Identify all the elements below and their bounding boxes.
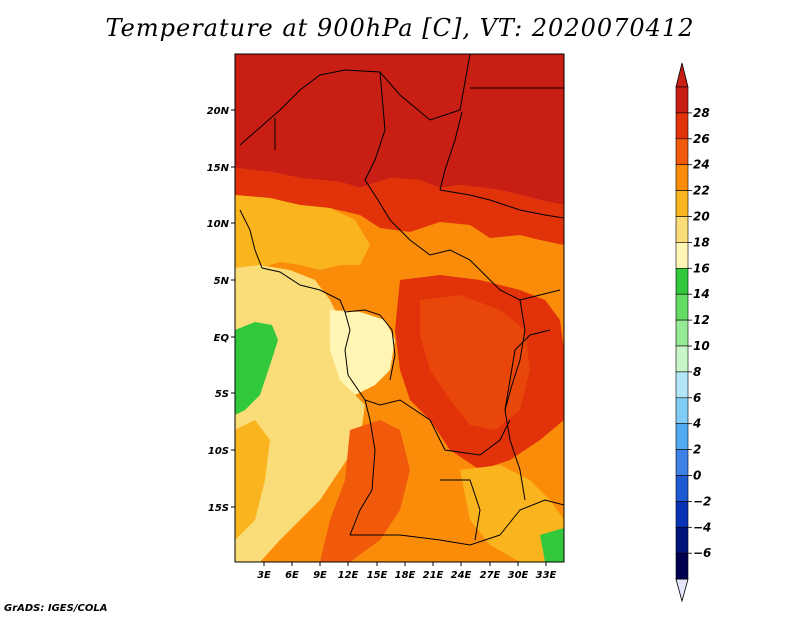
colorbar-label: 6: [693, 391, 701, 405]
lat-label: 15N: [207, 163, 230, 174]
lat-label: 10S: [208, 446, 229, 457]
colorbar-swatch: [675, 190, 689, 217]
lon-label: 24E: [451, 570, 472, 581]
lat-label: 15S: [208, 503, 229, 514]
lat-label: 10N: [207, 219, 230, 230]
colorbar-swatch: [675, 242, 689, 269]
lon-label: 15E: [367, 570, 388, 581]
country-borders: [239, 54, 564, 546]
colorbar-label: 28: [693, 106, 710, 120]
colorbar-swatch: [675, 267, 689, 295]
lon-label: 21E: [423, 570, 444, 581]
colorbar-label: 10: [693, 339, 710, 353]
colorbar-swatch: [675, 345, 689, 373]
temperature-field: [235, 54, 564, 562]
colorbar-label: −4: [693, 520, 711, 534]
colorbar-swatch: [675, 371, 689, 399]
colorbar-label: −2: [693, 494, 711, 508]
lat-label: 5S: [215, 389, 229, 400]
lon-label: 33E: [536, 570, 557, 581]
longitude-axis: 3E 6E 9E 12E 15E 18E 21E 24E 27E 30E 33E: [257, 562, 557, 581]
colorbar-top-arrow: [675, 62, 689, 88]
colorbar-swatch: [675, 475, 689, 502]
colorbar-label: 20: [693, 210, 710, 224]
colorbar-swatch: [675, 216, 689, 243]
lon-label: 27E: [480, 570, 501, 581]
colorbar-label: 24: [693, 158, 710, 172]
colorbar-label: 14: [693, 287, 710, 301]
colorbar-swatch: [675, 449, 689, 476]
colorbar-swatch: [675, 86, 689, 114]
colorbar-label: −6: [693, 546, 711, 560]
map-title: Temperature at 900hPa [C], VT: 202007041…: [105, 14, 695, 42]
colorbar-swatch: [675, 501, 689, 528]
latitude-axis: 20N 15N 10N 5N EQ 5S 10S 15S: [207, 106, 235, 514]
colorbar-swatch: [675, 138, 689, 166]
footer-credit: GrADS: IGES/COLA: [4, 603, 108, 614]
lon-label: 3E: [257, 570, 271, 581]
lon-label: 9E: [313, 570, 327, 581]
colorbar-swatch: [675, 526, 689, 554]
colorbar-swatch: [675, 164, 689, 191]
colorbar-label: 0: [693, 469, 701, 483]
colorbar-label: 26: [693, 132, 710, 146]
colorbar-label: 8: [693, 365, 701, 379]
lon-label: 30E: [508, 570, 529, 581]
colorbar-label: 16: [693, 261, 710, 275]
lon-label: 6E: [285, 570, 299, 581]
colorbar-label: 22: [693, 184, 710, 198]
colorbar-label: 12: [693, 313, 710, 327]
lon-label: 12E: [338, 570, 359, 581]
colorbar-swatch: [675, 397, 689, 424]
lon-label: 18E: [395, 570, 416, 581]
map-frame: [234, 53, 565, 563]
lat-label: 20N: [207, 106, 230, 117]
colorbar-label: 4: [692, 417, 701, 431]
colorbar-swatch: [675, 293, 689, 321]
lat-label: EQ: [214, 333, 230, 344]
lat-label: 5N: [214, 276, 230, 287]
colorbar-swatch: [675, 552, 689, 580]
colorbar-label: 18: [693, 235, 710, 249]
colorbar-swatch: [675, 112, 689, 140]
colorbar-label: 2: [693, 443, 701, 457]
colorbar-bottom-arrow: [675, 578, 689, 603]
colorbar-swatch: [675, 319, 689, 347]
colorbar-swatch: [675, 423, 689, 450]
